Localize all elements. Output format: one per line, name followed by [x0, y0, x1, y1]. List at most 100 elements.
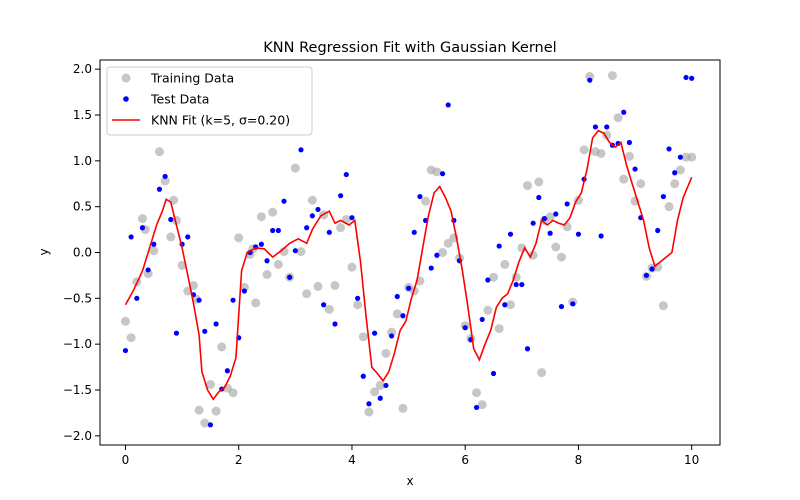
test-point [564, 201, 570, 207]
x-tick-label: 2 [235, 453, 243, 467]
x-tick-label: 6 [461, 453, 469, 467]
training-point [619, 174, 629, 184]
training-point [364, 407, 374, 417]
training-point [506, 300, 516, 310]
x-axis-ticks: 0 2 4 6 8 10 [122, 445, 699, 467]
test-point [536, 194, 542, 201]
training-point [228, 388, 238, 398]
y-axis-label: y [37, 248, 51, 255]
training-point [296, 247, 306, 257]
test-point [315, 206, 321, 213]
training-point [387, 327, 397, 337]
training-point [596, 149, 606, 158]
training-point [613, 113, 623, 123]
training-point [432, 167, 442, 177]
training-point [522, 181, 532, 191]
test-point [213, 321, 219, 327]
test-point [649, 266, 655, 272]
training-point [358, 332, 368, 342]
test-point [632, 166, 638, 172]
test-point [388, 333, 395, 339]
test-point [383, 382, 389, 389]
test-point [575, 231, 582, 237]
legend-training-marker [121, 73, 131, 83]
training-point [392, 309, 402, 319]
test-point [377, 395, 383, 401]
test-point [151, 241, 157, 247]
training-point [347, 262, 357, 272]
test-point [587, 77, 593, 83]
training-point [160, 176, 170, 186]
test-point [298, 147, 304, 153]
test-point [264, 258, 270, 264]
test-point [666, 146, 672, 152]
test-point [156, 186, 163, 192]
training-point [675, 165, 685, 175]
training-point [313, 281, 323, 291]
test-point [507, 231, 514, 237]
training-point [438, 248, 448, 257]
test-point [360, 373, 366, 379]
training-point [120, 316, 130, 326]
test-point [287, 274, 293, 280]
test-point [230, 297, 236, 303]
y-tick-label: −1.0 [63, 337, 92, 351]
training-point [251, 298, 261, 308]
test-point [547, 230, 553, 236]
test-point [224, 368, 230, 374]
training-point [562, 222, 572, 232]
training-point [624, 151, 634, 161]
legend-box [106, 66, 313, 136]
training-point [534, 177, 544, 187]
training-point [545, 212, 555, 222]
chart-title: KNN Regression Fit with Gaussian Kernel [263, 40, 556, 56]
test-point [281, 198, 287, 204]
training-point [273, 259, 283, 269]
x-tick-label: 8 [575, 453, 583, 467]
test-point [683, 74, 689, 81]
legend: Training Data Test Data KNN Fit (k=5, σ=… [106, 66, 313, 136]
test-point [462, 325, 468, 331]
x-axis-label: x [406, 474, 413, 488]
x-tick-label: 10 [684, 453, 699, 467]
training-point [200, 418, 210, 428]
test-point [553, 211, 559, 217]
test-point [513, 281, 519, 288]
training-point [137, 214, 147, 224]
test-point [326, 229, 332, 235]
test-point [241, 288, 247, 294]
test-point [185, 234, 191, 240]
training-point [154, 147, 164, 157]
training-point [166, 232, 176, 242]
test-point [332, 321, 338, 327]
test-point [400, 313, 406, 319]
training-point [188, 281, 198, 290]
test-point [660, 193, 666, 200]
training-point [687, 152, 697, 162]
legend-fit-label: KNN Fit (k=5, σ=0.20) [151, 113, 290, 128]
training-point [607, 71, 617, 81]
training-point [307, 195, 317, 205]
training-point [268, 207, 278, 217]
knn-fit-line [124, 129, 693, 401]
training-point [551, 242, 561, 252]
training-point [330, 281, 340, 290]
test-point [168, 216, 174, 223]
test-point [655, 227, 661, 234]
y-tick-label: −0.5 [63, 291, 92, 305]
test-point [626, 139, 633, 146]
test-point [292, 248, 298, 254]
test-point [519, 281, 525, 288]
test-point [321, 302, 327, 308]
training-point [217, 342, 227, 352]
training-point [664, 202, 674, 212]
test-point [411, 229, 417, 235]
test-point [405, 285, 412, 291]
y-tick-label: 2.0 [73, 62, 92, 76]
training-point [239, 282, 249, 292]
test-point [366, 401, 372, 407]
test-point [439, 171, 446, 177]
training-point [262, 270, 272, 279]
test-point [122, 347, 129, 354]
test-point [145, 267, 151, 273]
